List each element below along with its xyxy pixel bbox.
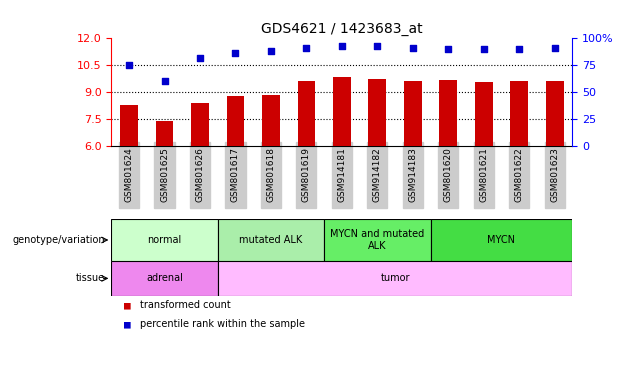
Text: percentile rank within the sample: percentile rank within the sample	[140, 319, 305, 329]
Text: mutated ALK: mutated ALK	[239, 235, 303, 245]
Title: GDS4621 / 1423683_at: GDS4621 / 1423683_at	[261, 22, 423, 36]
Point	[443, 46, 453, 52]
Point	[124, 62, 134, 68]
Bar	[226, 96, 244, 146]
Text: MYCN: MYCN	[487, 235, 515, 245]
Text: tissue: tissue	[76, 273, 105, 283]
Point	[337, 43, 347, 49]
Text: ■: ■	[124, 319, 131, 329]
Bar	[111, 261, 218, 296]
Bar	[298, 81, 315, 146]
Bar	[324, 219, 431, 261]
Bar	[333, 77, 350, 146]
Bar	[475, 82, 493, 146]
Text: tumor: tumor	[380, 273, 410, 283]
Text: genotype/variation: genotype/variation	[12, 235, 105, 245]
Point	[514, 46, 524, 52]
Text: MYCN and mutated
ALK: MYCN and mutated ALK	[330, 229, 424, 251]
Point	[195, 55, 205, 61]
Point	[160, 78, 170, 84]
Bar	[431, 219, 572, 261]
Text: normal: normal	[148, 235, 182, 245]
Bar	[262, 95, 280, 146]
Bar	[218, 261, 572, 296]
Text: ■: ■	[124, 300, 131, 310]
Bar	[120, 105, 138, 146]
Bar	[218, 219, 324, 261]
Point	[479, 46, 489, 52]
Point	[372, 43, 382, 49]
Bar	[439, 79, 457, 146]
Bar	[191, 103, 209, 146]
Bar	[111, 219, 218, 261]
Bar	[156, 121, 174, 146]
Bar	[368, 79, 386, 146]
Point	[550, 45, 560, 51]
Point	[230, 50, 240, 56]
Text: adrenal: adrenal	[146, 273, 183, 283]
Point	[408, 45, 418, 51]
Point	[266, 48, 276, 55]
Point	[301, 45, 312, 51]
Bar	[546, 81, 563, 146]
Bar	[510, 81, 528, 146]
Text: transformed count: transformed count	[140, 300, 231, 310]
Bar	[404, 81, 422, 146]
